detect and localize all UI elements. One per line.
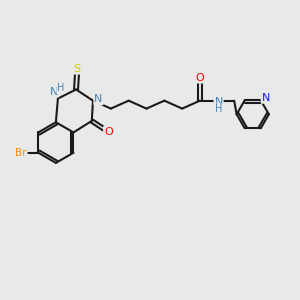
Text: H: H <box>57 83 64 93</box>
Text: S: S <box>74 64 81 74</box>
Text: N: N <box>50 87 58 97</box>
Text: Br: Br <box>15 148 27 158</box>
Text: O: O <box>104 127 113 137</box>
Text: N: N <box>214 97 223 107</box>
Text: O: O <box>196 73 204 82</box>
Text: N: N <box>262 93 270 103</box>
Text: H: H <box>215 104 222 114</box>
Text: N: N <box>94 94 103 104</box>
